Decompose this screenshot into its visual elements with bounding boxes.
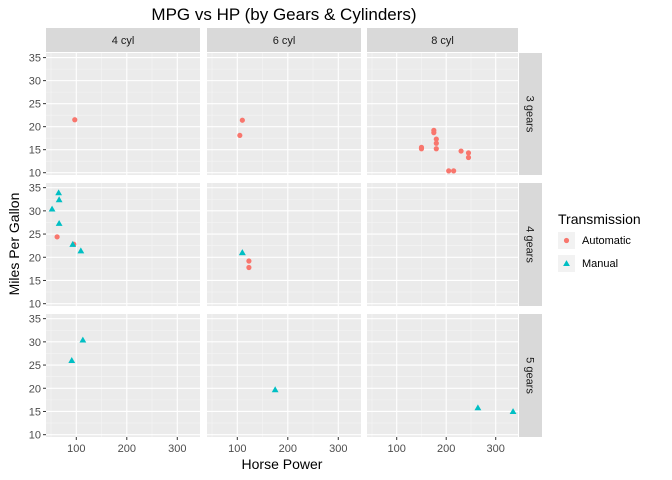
panel-background <box>207 53 361 175</box>
column-strip <box>207 28 361 52</box>
facet-panel <box>46 53 200 175</box>
y-tick-label: 25 <box>29 229 41 241</box>
column-strip-label: 6 cyl <box>273 35 296 47</box>
y-tick-label: 25 <box>29 360 41 372</box>
data-point-manual <box>77 247 85 254</box>
facet-panel <box>207 314 361 437</box>
y-tick-label: 15 <box>29 406 41 418</box>
row-strip-label: 3 gears <box>524 96 536 133</box>
x-tick-label: 300 <box>329 443 347 455</box>
panel-background <box>367 314 518 437</box>
x-tick-label: 200 <box>437 443 455 455</box>
facet-panel <box>367 183 518 306</box>
data-point-automatic <box>246 258 252 264</box>
data-point-automatic <box>246 264 252 271</box>
panel-background <box>46 314 200 437</box>
data-point-automatic <box>239 117 245 123</box>
panel-background <box>207 314 361 437</box>
y-tick-label: 35 <box>29 183 41 195</box>
facet-strips: 4 cyl 6 cyl 8 cyl 3 gears 4 gears 5 gears <box>46 28 542 437</box>
data-points <box>48 117 517 415</box>
data-point-automatic <box>433 136 439 142</box>
facet-panel <box>367 314 518 437</box>
data-point-automatic <box>431 127 437 133</box>
column-strip-label: 8 cyl <box>431 35 454 47</box>
y-tick-label: 15 <box>29 275 41 287</box>
x-tick-label: 100 <box>388 443 406 455</box>
facet-panel <box>46 183 200 306</box>
panel-background <box>367 53 518 175</box>
y-tick-label: 30 <box>29 206 41 218</box>
data-point-automatic <box>433 146 439 152</box>
y-tick-label: 15 <box>29 145 41 157</box>
data-point-automatic <box>418 146 425 152</box>
data-point-automatic <box>458 148 464 154</box>
chart-title: MPG vs HP (by Gears & Cylinders) <box>151 5 416 24</box>
y-tick-label: 10 <box>29 299 41 311</box>
x-tick-label: 200 <box>279 443 297 455</box>
y-tick-label: 30 <box>29 337 41 349</box>
y-tick-label: 10 <box>29 168 41 180</box>
x-tick-label: 100 <box>67 443 85 455</box>
data-point-manual <box>79 336 87 343</box>
data-point-automatic <box>465 150 472 156</box>
data-point-automatic <box>72 117 78 123</box>
data-point-manual <box>474 404 482 411</box>
x-tick-label: 300 <box>487 443 505 455</box>
axis-ticks: 10 15 20 25 30 35 10 15 20 25 30 35 10 15 20 25 30 35 100 2… <box>29 53 505 455</box>
y-tick-label: 10 <box>29 430 41 442</box>
panel-background <box>46 53 200 175</box>
row-strip-label: 5 gears <box>524 357 536 394</box>
column-strip-label: 4 cyl <box>112 35 135 47</box>
data-point-manual <box>55 189 63 196</box>
legend: Transmission Automatic Manual <box>558 211 641 272</box>
y-tick-label: 20 <box>29 252 41 264</box>
y-tick-label: 20 <box>29 122 41 134</box>
column-strip <box>367 28 518 52</box>
row-strip <box>519 53 542 175</box>
data-point-manual <box>238 249 246 256</box>
row-strip <box>519 314 542 437</box>
facet-panel <box>367 53 518 175</box>
legend-triangle-marker <box>563 260 570 267</box>
data-point-automatic <box>465 154 472 161</box>
row-strip-label: 4 gears <box>524 226 536 263</box>
panel-background <box>367 183 518 306</box>
facet-panel <box>207 183 361 306</box>
facet-panel <box>46 314 200 437</box>
column-strip <box>46 28 200 52</box>
legend-title: Transmission <box>558 211 641 227</box>
row-strip <box>519 183 542 306</box>
y-tick-label: 35 <box>29 53 41 65</box>
x-tick-label: 100 <box>228 443 246 455</box>
data-point-automatic <box>54 234 60 240</box>
x-tick-label: 300 <box>168 443 186 455</box>
x-tick-label: 200 <box>118 443 136 455</box>
legend-entry-label: Automatic <box>582 235 631 247</box>
y-axis-title: Miles Per Gallon <box>6 193 22 296</box>
facet-panel <box>207 53 361 175</box>
data-point-automatic <box>446 168 452 174</box>
legend-circle-marker <box>563 237 570 244</box>
x-axis-title: Horse Power <box>242 456 323 472</box>
panel-background <box>207 183 361 306</box>
data-point-manual <box>55 219 63 226</box>
y-tick-label: 25 <box>29 99 41 111</box>
data-point-automatic <box>237 132 243 139</box>
y-tick-label: 20 <box>29 383 41 395</box>
data-point-manual <box>55 196 63 203</box>
data-point-manual <box>48 205 56 212</box>
data-point-manual <box>68 357 76 363</box>
data-point-automatic <box>433 140 439 146</box>
data-point-manual <box>69 240 77 247</box>
data-point-automatic <box>451 168 457 174</box>
legend-entry-label: Manual <box>582 258 618 270</box>
data-point-manual <box>271 386 279 393</box>
y-tick-label: 30 <box>29 76 41 88</box>
data-point-manual <box>509 408 517 415</box>
y-tick-label: 35 <box>29 314 41 326</box>
facet-panels <box>46 53 518 437</box>
